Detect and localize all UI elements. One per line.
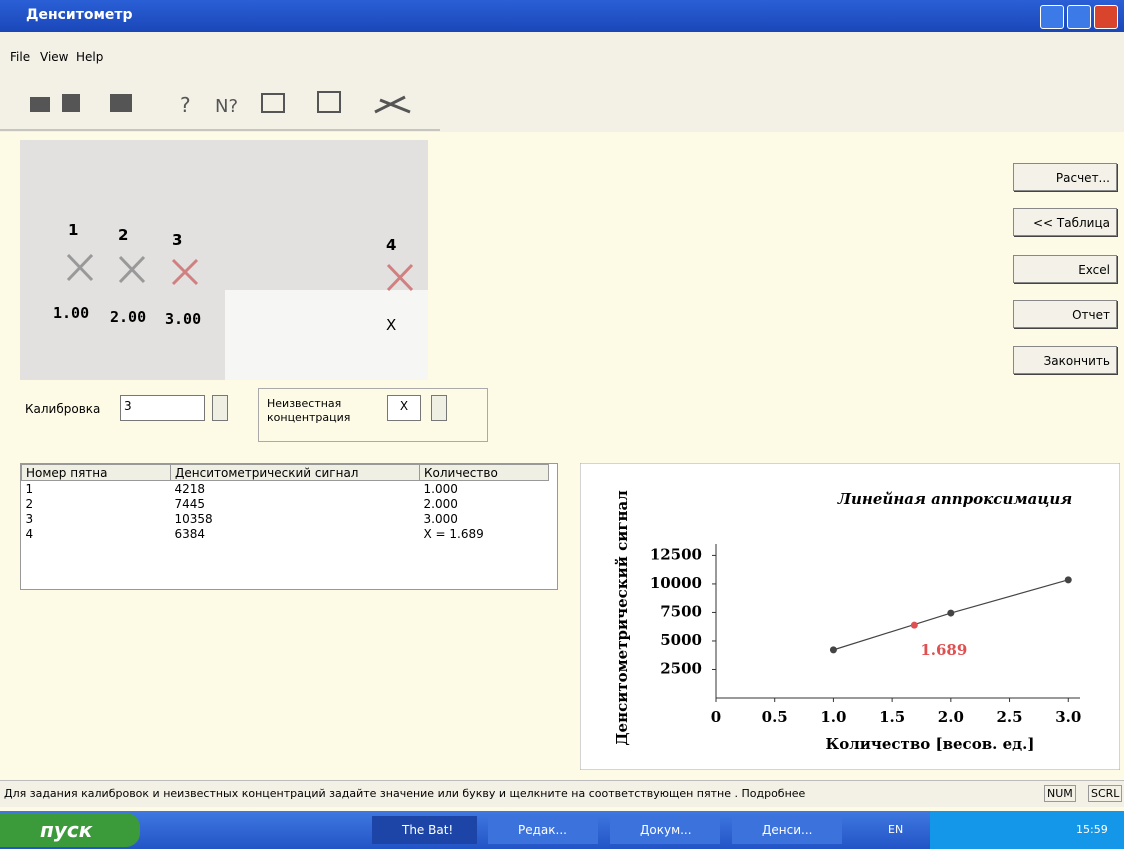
- spot-label: 3: [172, 231, 182, 249]
- task-button[interactable]: Редак...: [488, 816, 598, 844]
- y-tick-label: 12500: [650, 545, 702, 563]
- results-table: Номер пятна Денситометрический сигнал Коли…: [20, 463, 558, 590]
- spinner[interactable]: [431, 395, 447, 421]
- button[interactable]: Отчет: [1013, 300, 1117, 328]
- spot-marks: [66, 253, 414, 292]
- table-cell: 6384: [174, 526, 206, 541]
- status-indicator: NUM: [1044, 785, 1076, 802]
- unknown-group: Неизвестная концентрация X: [258, 388, 488, 442]
- spot-label: 2: [118, 226, 128, 244]
- status-indicator: SCRL: [1088, 785, 1123, 802]
- y-tick-label: 5000: [660, 631, 702, 649]
- table-cell: 4218: [174, 481, 206, 496]
- x-tick-label: 2.0: [938, 708, 964, 726]
- table-cell: 7445: [174, 496, 206, 511]
- plate-bg: [225, 290, 428, 380]
- unknown-input[interactable]: X: [387, 395, 421, 421]
- maximize-button[interactable]: [1067, 5, 1091, 29]
- table: Номер пятна Денситометрический сигнал Коли…: [21, 464, 549, 541]
- spot-label: 1: [68, 221, 78, 239]
- table-cell: 2.000: [423, 496, 458, 511]
- x-tick-label: 2.5: [996, 708, 1022, 726]
- table-header[interactable]: Количество: [419, 464, 549, 481]
- calibration-label: Калибровка: [25, 402, 101, 416]
- language: EN: [888, 823, 904, 836]
- table-cell: 1: [25, 481, 34, 496]
- toolbar-icons[interactable]: ? N?: [30, 91, 411, 117]
- table-row[interactable]: 2 7445 2.000: [22, 496, 549, 511]
- spinner[interactable]: [212, 395, 228, 421]
- table-cell: 10358: [174, 511, 213, 526]
- data-point: [829, 646, 837, 654]
- x-tick-label: 0.5: [762, 708, 788, 726]
- button[interactable]: Excel: [1013, 255, 1117, 283]
- task-button[interactable]: The Bat!: [372, 816, 477, 844]
- table-cell: 4: [25, 526, 34, 541]
- data-point: [1064, 576, 1072, 584]
- taskbar: пуск The Bat! Редак... Докум... Денси...…: [0, 811, 1124, 849]
- spot-label: 4: [386, 236, 396, 254]
- plate-image: 1 2 3 4 1.00 2.00 3.00 X: [20, 140, 428, 380]
- unknown-point: [910, 621, 918, 629]
- close-button[interactable]: [1094, 5, 1118, 29]
- chart-title: Линейная аппроксимация: [837, 490, 1073, 508]
- y-tick-label: 2500: [660, 659, 702, 677]
- status-bar: Для задания калибровок и неизвестных кон…: [0, 780, 1124, 807]
- spot-amount: X: [386, 316, 396, 334]
- y-axis-label: Денситометрический сигнал: [613, 490, 631, 746]
- button[interactable]: Закончить: [1013, 346, 1117, 374]
- x-tick-label: 1.5: [879, 708, 905, 726]
- table-cell: 1.000: [423, 481, 458, 496]
- unknown-label: 1.689: [920, 641, 967, 659]
- x-tick-label: 0: [711, 708, 721, 726]
- y-tick-label: 7500: [660, 602, 702, 620]
- svg-text:?: ?: [180, 93, 191, 117]
- table-header[interactable]: Денситометрический сигнал: [170, 464, 420, 481]
- menu-item[interactable]: View: [40, 50, 69, 64]
- minimize-button[interactable]: [1040, 5, 1064, 29]
- window-title: Денситометр: [26, 7, 133, 23]
- table-header[interactable]: Номер пятна: [21, 464, 171, 481]
- spot-amount: 1.00: [53, 304, 89, 322]
- button[interactable]: << Таблица: [1013, 208, 1117, 236]
- tray: 15:59: [930, 811, 1124, 849]
- spot-amount: 2.00: [110, 308, 146, 326]
- menu-item[interactable]: Help: [76, 50, 104, 64]
- task-button[interactable]: Денси...: [732, 816, 842, 844]
- menu-item[interactable]: File: [10, 50, 31, 64]
- task-button[interactable]: Докум...: [610, 816, 720, 844]
- chart: Линейная аппроксимация Количество [весов…: [580, 463, 1120, 770]
- table-cell: 3.000: [423, 511, 458, 526]
- x-axis-label: Количество [весов. ед.]: [826, 735, 1035, 753]
- svg-text:N?: N?: [215, 96, 238, 117]
- clock: 15:59: [1076, 823, 1108, 836]
- unknown-label: Неизвестная концентрация: [267, 397, 351, 424]
- toolbar: ? N?: [0, 72, 1124, 132]
- chart-bg: [580, 463, 1120, 770]
- table-cell: X = 1.689: [423, 526, 484, 541]
- menu-bar: File View Help: [0, 32, 1124, 72]
- start-button[interactable]: пуск: [0, 813, 140, 847]
- data-point: [947, 609, 955, 617]
- button[interactable]: Расчет...: [1013, 163, 1117, 191]
- table-row[interactable]: 4 6384 X = 1.689: [22, 526, 549, 541]
- table-cell: 2: [25, 496, 34, 511]
- toolbar-bg: [0, 72, 1124, 132]
- status-message: Для задания калибровок и неизвестных кон…: [4, 787, 806, 800]
- x-tick-label: 3.0: [1055, 708, 1081, 726]
- y-tick-label: 10000: [650, 574, 702, 592]
- x-tick-label: 1.0: [820, 708, 846, 726]
- table-cell: 3: [25, 511, 34, 526]
- spot-amount: 3.00: [165, 310, 201, 328]
- title-bar: Денситометр: [0, 0, 1124, 32]
- table-row[interactable]: 1 4218 1.000: [22, 481, 549, 497]
- calibration-input[interactable]: 3: [120, 395, 205, 421]
- table-row[interactable]: 3 10358 3.000: [22, 511, 549, 526]
